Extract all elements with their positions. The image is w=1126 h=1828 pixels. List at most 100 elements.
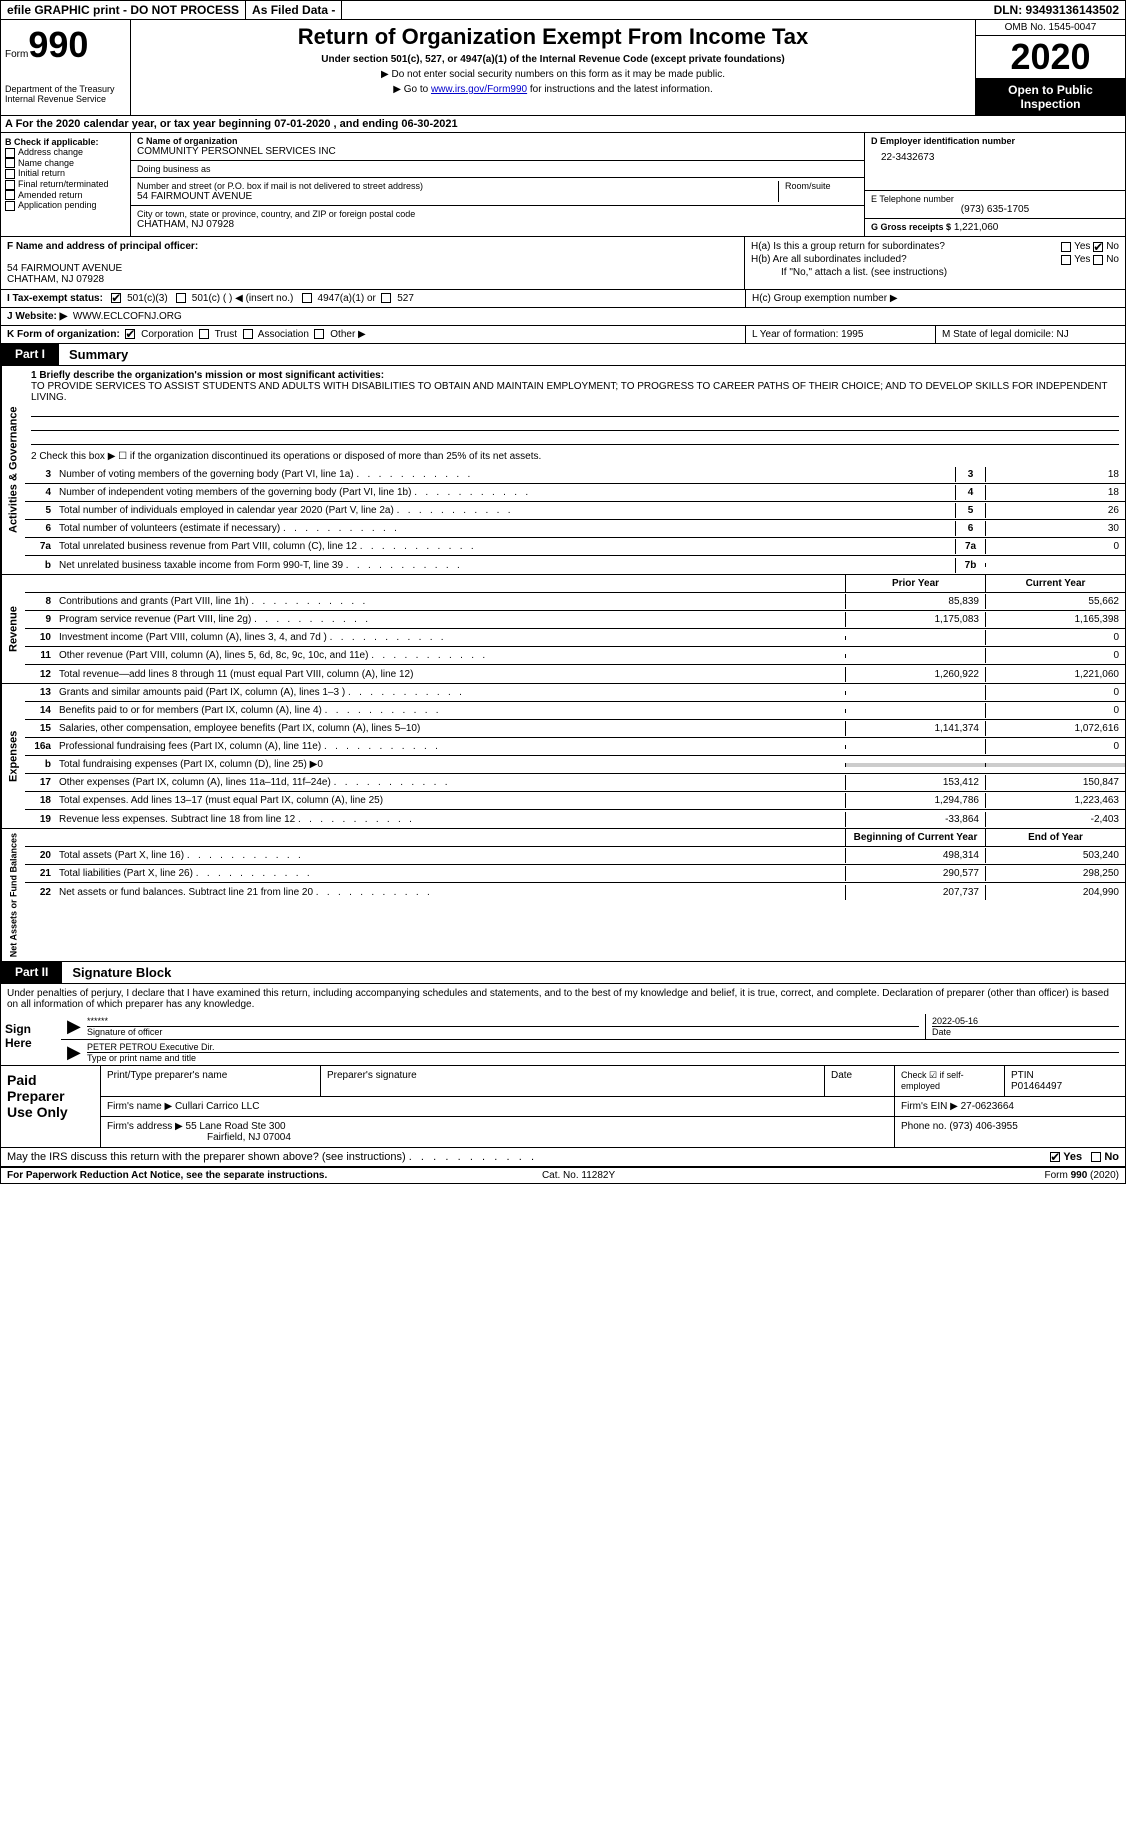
- cb-assoc[interactable]: [243, 329, 253, 339]
- dln: DLN: 93493136143502: [988, 1, 1125, 19]
- cb-discuss-yes[interactable]: [1050, 1152, 1060, 1162]
- officer-addr2: CHATHAM, NJ 07928: [7, 274, 738, 285]
- cb-hb-yes[interactable]: [1061, 255, 1071, 265]
- vert-revenue: Revenue: [1, 575, 25, 683]
- cb-501c3[interactable]: [111, 293, 121, 303]
- firm-addr2: Fairfield, NJ 07004: [107, 1132, 291, 1143]
- val-7b: [985, 563, 1125, 567]
- street: 54 FAIRMOUNT AVENUE: [137, 191, 778, 202]
- officer-addr1: 54 FAIRMOUNT AVENUE: [7, 263, 738, 274]
- ptin: P01464497: [1011, 1081, 1062, 1092]
- irs-link[interactable]: www.irs.gov/Form990: [431, 84, 527, 95]
- cb-corp[interactable]: [125, 329, 135, 339]
- row-k: K Form of organization: Corporation Trus…: [1, 326, 1125, 344]
- cb-discuss-no[interactable]: [1091, 1152, 1101, 1162]
- mission-block: 1 Briefly describe the organization's mi…: [25, 366, 1125, 466]
- cb-ha-no[interactable]: [1093, 242, 1103, 252]
- cb-hb-no[interactable]: [1093, 255, 1103, 265]
- form-number: 990: [28, 24, 88, 65]
- cb-final-return[interactable]: [5, 180, 15, 190]
- sign-here: Sign Here ▶ ****** Signature of officer …: [1, 1014, 1125, 1066]
- ssn-note: ▶ Do not enter social security numbers o…: [139, 69, 967, 80]
- org-name: COMMUNITY PERSONNEL SERVICES INC: [137, 146, 858, 157]
- header-center: Return of Organization Exempt From Incom…: [131, 20, 975, 115]
- col-c: C Name of organization COMMUNITY PERSONN…: [131, 133, 865, 236]
- mission-text: TO PROVIDE SERVICES TO ASSIST STUDENTS A…: [31, 381, 1119, 403]
- row-a: A For the 2020 calendar year, or tax yea…: [1, 116, 1125, 133]
- firm-name: Cullari Carrico LLC: [175, 1101, 259, 1112]
- discuss-q: May the IRS discuss this return with the…: [7, 1151, 969, 1163]
- form-title: Return of Organization Exempt From Incom…: [139, 24, 967, 50]
- part-ii-label: Part II: [1, 962, 62, 983]
- val-6: 30: [985, 521, 1125, 536]
- cb-501c[interactable]: [176, 293, 186, 303]
- cb-initial-return[interactable]: [5, 169, 15, 179]
- header-left: Form990 Department of the Treasury Inter…: [1, 20, 131, 115]
- top-bar: efile GRAPHIC print - DO NOT PROCESS As …: [1, 1, 1125, 20]
- cb-name-change[interactable]: [5, 158, 15, 168]
- row-j: J Website: ▶ WWW.ECLCOFNJ.ORG: [1, 308, 1125, 326]
- domicile: M State of legal domicile: NJ: [935, 326, 1125, 343]
- website: WWW.ECLCOFNJ.ORG: [73, 311, 182, 322]
- cb-4947[interactable]: [302, 293, 312, 303]
- firm-ein: 27-0623664: [961, 1101, 1014, 1112]
- row-i: I Tax-exempt status: 501(c)(3) 501(c) ( …: [1, 290, 1125, 308]
- paid-preparer: Paid Preparer Use Only Print/Type prepar…: [1, 1066, 1125, 1148]
- gross-receipts: 1,221,060: [954, 222, 999, 233]
- dept-treasury: Department of the Treasury: [5, 84, 126, 94]
- part-i-header: Part I Summary: [1, 344, 1125, 366]
- section-bcd: B Check if applicable: Address change Na…: [1, 133, 1125, 237]
- form-990: efile GRAPHIC print - DO NOT PROCESS As …: [0, 0, 1126, 1184]
- header: Form990 Department of the Treasury Inter…: [1, 20, 1125, 116]
- cb-ha-yes[interactable]: [1061, 242, 1071, 252]
- cb-address-change[interactable]: [5, 148, 15, 158]
- vert-expenses: Expenses: [1, 684, 25, 828]
- part-ii-title: Signature Block: [62, 962, 181, 983]
- irs-label: Internal Revenue Service: [5, 94, 126, 104]
- part-i-label: Part I: [1, 344, 59, 365]
- cb-pending[interactable]: [5, 201, 15, 211]
- city: CHATHAM, NJ 07928: [137, 219, 858, 230]
- col-f: F Name and address of principal officer:…: [1, 237, 745, 289]
- tax-year: 2020: [976, 36, 1125, 79]
- cb-other[interactable]: [314, 329, 324, 339]
- sig-date: 2022-05-16: [932, 1016, 1119, 1026]
- vert-net: Net Assets or Fund Balances: [1, 829, 25, 961]
- val-4: 18: [985, 485, 1125, 500]
- telephone: (973) 635-1705: [871, 204, 1119, 215]
- activities-governance: Activities & Governance 1 Briefly descri…: [1, 366, 1125, 575]
- b-title: B Check if applicable:: [5, 137, 126, 147]
- expenses-section: Expenses 13Grants and similar amounts pa…: [1, 684, 1125, 829]
- val-5: 26: [985, 503, 1125, 518]
- val-7a: 0: [985, 539, 1125, 554]
- cb-trust[interactable]: [199, 329, 209, 339]
- footer: For Paperwork Reduction Act Notice, see …: [1, 1167, 1125, 1183]
- year-formed: L Year of formation: 1995: [745, 326, 935, 343]
- col-b: B Check if applicable: Address change Na…: [1, 133, 131, 236]
- revenue-section: Revenue Prior YearCurrent Year 8Contribu…: [1, 575, 1125, 684]
- firm-addr1: 55 Lane Road Ste 300: [186, 1121, 286, 1132]
- cb-527[interactable]: [381, 293, 391, 303]
- part-i-title: Summary: [59, 344, 138, 365]
- efile-notice: efile GRAPHIC print - DO NOT PROCESS: [1, 1, 246, 19]
- perjury-statement: Under penalties of perjury, I declare th…: [1, 984, 1125, 1014]
- form-subtitle: Under section 501(c), 527, or 4947(a)(1)…: [139, 54, 967, 65]
- col-d: D Employer identification number 22-3432…: [865, 133, 1125, 236]
- open-public: Open to Public Inspection: [976, 79, 1125, 115]
- net-assets-section: Net Assets or Fund Balances Beginning of…: [1, 829, 1125, 962]
- firm-phone: (973) 406-3955: [949, 1121, 1017, 1132]
- part-ii-header: Part II Signature Block: [1, 962, 1125, 984]
- line-2: 2 Check this box ▶ ☐ if the organization…: [31, 451, 1119, 462]
- header-right: OMB No. 1545-0047 2020 Open to Public In…: [975, 20, 1125, 115]
- goto-note: ▶ Go to www.irs.gov/Form990 for instruct…: [139, 84, 967, 95]
- form-label: Form: [5, 49, 28, 60]
- ein: 22-3432673: [871, 146, 1119, 169]
- as-filed: As Filed Data -: [246, 1, 342, 19]
- row-fh: F Name and address of principal officer:…: [1, 237, 1125, 290]
- officer-name: PETER PETROU Executive Dir.: [87, 1042, 1119, 1052]
- col-h: H(a) Is this a group return for subordin…: [745, 237, 1125, 289]
- cb-amended[interactable]: [5, 190, 15, 200]
- sig-stars: ******: [87, 1016, 919, 1026]
- omb-number: OMB No. 1545-0047: [976, 20, 1125, 36]
- hc: H(c) Group exemption number ▶: [745, 290, 1125, 307]
